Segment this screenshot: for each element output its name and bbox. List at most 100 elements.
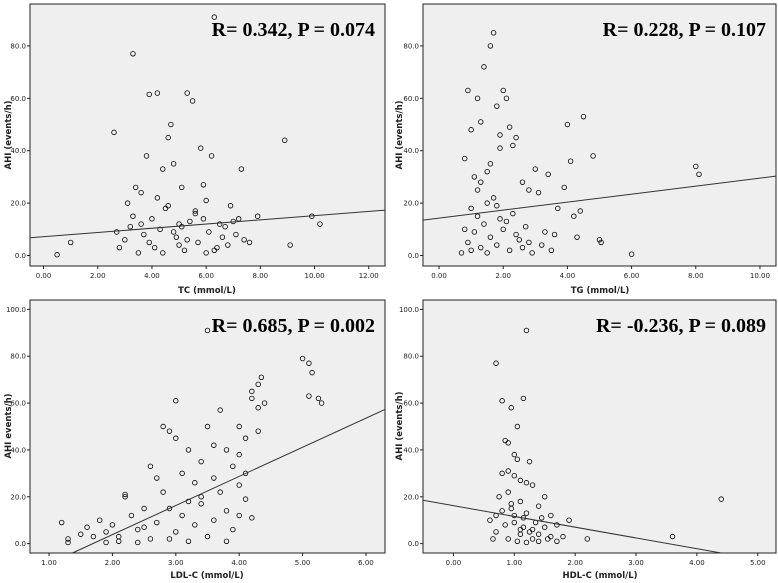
y-tick-label: 40.0 [403, 446, 419, 454]
data-point [200, 182, 207, 188]
data-point [478, 244, 484, 251]
data-point [462, 226, 468, 233]
regression-line [72, 408, 386, 554]
data-point [111, 129, 117, 136]
data-point [574, 234, 580, 240]
y-tick-label: 100.0 [399, 306, 419, 314]
y-tick-label: 80.0 [403, 42, 419, 50]
data-point [203, 250, 209, 256]
data-point [189, 98, 196, 104]
panel-hdl: 0.00 1.00 2.00 3.00 4.00 5.00 0.0 20.0 40.0 60.0 8… [395, 299, 777, 581]
data-point [514, 456, 521, 462]
data-point [135, 250, 142, 256]
data-point [211, 247, 217, 253]
data-point [499, 470, 505, 477]
data-point [236, 482, 242, 488]
x-tick-label: 5.00 [750, 559, 766, 567]
y-tick-label: 60.0 [403, 95, 419, 103]
x-tick-label: 4.00 [231, 559, 247, 567]
data-point [157, 226, 163, 233]
data-point [147, 536, 154, 542]
data-point [529, 536, 536, 542]
x-tick-label: 4.00 [560, 272, 576, 280]
data-point [225, 242, 231, 248]
data-point [233, 231, 239, 238]
regression-line [422, 175, 777, 221]
data-point [242, 435, 249, 441]
data-point [249, 395, 255, 402]
data-point [315, 395, 322, 402]
data-point [535, 531, 542, 537]
data-point [160, 166, 166, 172]
data-point [529, 482, 536, 488]
y-tick-label: 0.0 [408, 252, 419, 260]
data-point [468, 247, 474, 253]
data-point [198, 501, 204, 507]
data-point [187, 218, 193, 225]
data-point [173, 234, 180, 240]
data-point [542, 494, 548, 500]
data-point [236, 512, 242, 519]
data-point [517, 498, 524, 505]
data-point [166, 428, 173, 434]
data-point [146, 239, 152, 246]
data-point [258, 374, 265, 381]
data-point [526, 529, 533, 535]
data-point [487, 517, 493, 523]
x-tick-label: 6.00 [358, 559, 374, 567]
data-point [474, 95, 481, 102]
data-point [484, 250, 490, 256]
data-point [141, 505, 147, 512]
data-point [508, 405, 514, 411]
data-point [523, 480, 530, 486]
data-point [147, 463, 154, 470]
data-point [497, 145, 503, 151]
data-point [505, 489, 511, 495]
data-point [122, 491, 128, 498]
regression-line [29, 209, 386, 239]
data-point [494, 242, 500, 248]
data-point [462, 155, 468, 162]
data-point [516, 237, 522, 243]
data-point [219, 234, 226, 240]
data-point [173, 398, 179, 404]
data-point [458, 250, 465, 256]
data-point [490, 536, 496, 542]
y-tick-label: 80.0 [403, 353, 419, 361]
data-point [154, 519, 160, 526]
data-point [718, 496, 724, 502]
data-point [598, 239, 604, 246]
data-point [58, 519, 65, 526]
data-point [127, 223, 133, 230]
x-tick-label: 1.00 [506, 559, 522, 567]
data-point [484, 168, 490, 175]
y-tick-label: 0.0 [15, 540, 26, 548]
y-tick-label: 80.0 [10, 353, 26, 361]
data-point [696, 171, 702, 177]
data-point [181, 247, 188, 253]
data-point [487, 161, 494, 167]
data-point [130, 51, 136, 57]
data-point [523, 327, 530, 334]
data-point [128, 512, 135, 519]
data-point [523, 510, 530, 516]
data-point [506, 247, 513, 253]
data-point [529, 250, 535, 256]
data-point [496, 494, 502, 500]
data-point [185, 538, 192, 544]
data-point [195, 239, 201, 246]
data-point [571, 213, 577, 219]
data-point [165, 203, 171, 209]
y-tick-label: 40.0 [10, 147, 26, 155]
data-point [160, 250, 166, 256]
data-point [230, 526, 236, 533]
data-point [173, 435, 179, 441]
data-point [249, 515, 255, 521]
data-point [497, 216, 503, 222]
x-tick-label: 6.00 [624, 272, 640, 280]
panel-ldl: 1.00 2.00 3.00 4.00 5.00 6.00 0.0 20.0 40.0 60.0 8… [4, 299, 386, 581]
data-point [693, 163, 699, 170]
data-point [505, 536, 511, 542]
data-point [176, 242, 182, 248]
stat-annotation: R= -0.236, P = 0.089 [596, 315, 766, 337]
